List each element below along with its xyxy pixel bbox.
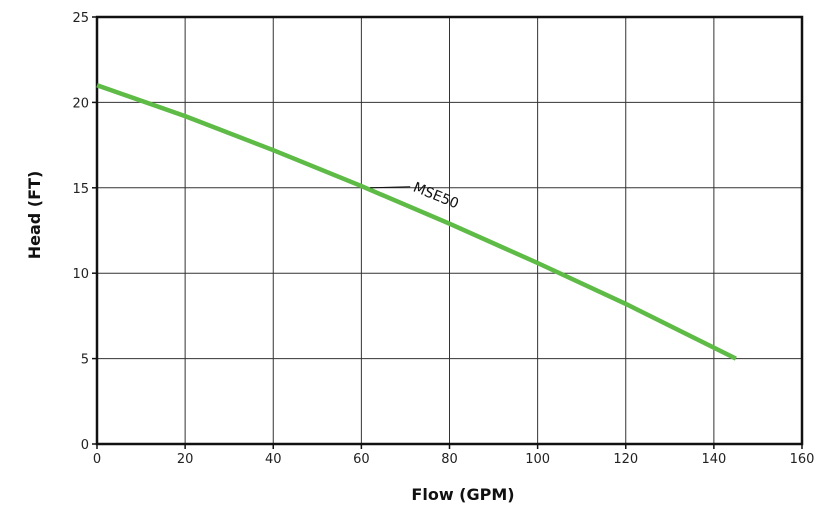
grid-lines [97,17,802,444]
y-tick-label: 25 [72,11,89,26]
x-tick-label: 160 [790,452,815,467]
annotation-leader-line [370,186,411,189]
y-tick-label: 15 [72,182,89,197]
x-tick-label: 20 [177,452,194,467]
series-line-mse50 [96,83,737,361]
x-tick-label: 0 [93,452,101,467]
x-axis-title: Flow (GPM) [411,485,514,504]
y-axis-title: Head (FT) [25,171,44,260]
x-tick-label: 100 [525,452,550,467]
x-tick-label: 60 [353,452,370,467]
x-tick-label: 40 [265,452,282,467]
x-axis-ticks: 0 20 40 60 80 100 120 140 160 [93,444,815,467]
y-tick-label: 10 [72,267,89,282]
series-layer [96,83,737,361]
x-tick-label: 140 [701,452,726,467]
x-tick-label: 120 [613,452,638,467]
y-tick-label: 20 [72,96,89,111]
y-tick-label: 0 [81,438,89,453]
x-tick-label: 80 [441,452,458,467]
series-label-mse50: MSE50 [411,180,461,213]
y-axis-ticks: 0 5 10 15 20 25 [72,11,97,453]
y-tick-label: 5 [81,353,89,368]
